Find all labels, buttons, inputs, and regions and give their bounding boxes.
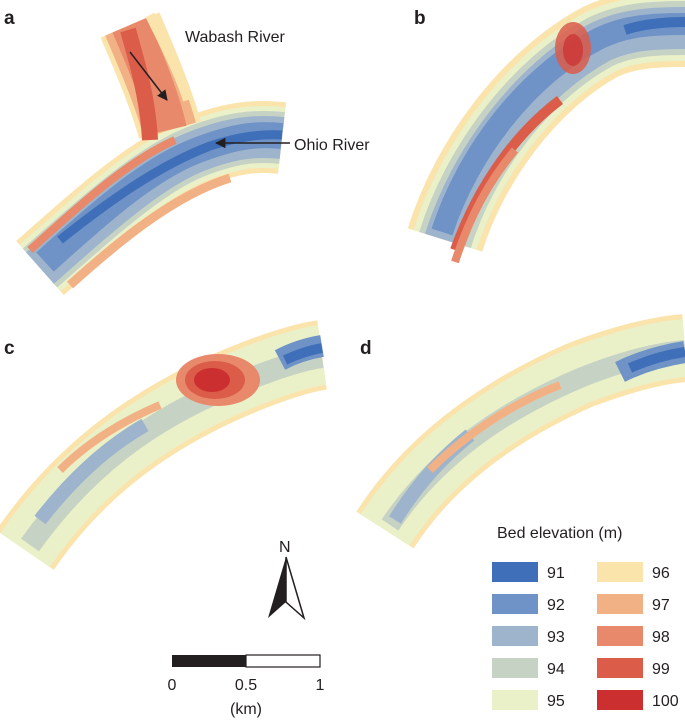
legend-swatch-98 — [597, 626, 643, 646]
legend-label-96: 96 — [652, 565, 670, 582]
panel-b: b — [407, 0, 685, 264]
legend-swatch-93 — [492, 626, 538, 646]
scale-tick-1: 1 — [316, 677, 325, 694]
panel-a-letter: a — [4, 8, 15, 29]
panel-a: a Wabash River Ohio River — [4, 8, 370, 295]
panel-c-letter: c — [4, 338, 15, 359]
legend-swatch-100 — [597, 690, 643, 710]
panel-a-ohio-channel — [16, 100, 286, 295]
legend-swatch-96 — [597, 562, 643, 582]
scale-tick-half: 0.5 — [235, 677, 257, 694]
legend-swatch-91 — [492, 562, 538, 582]
panel-d-letter: d — [360, 338, 372, 359]
scale-bar: 0 0.5 1 (km) — [168, 654, 325, 718]
ohio-river-label: Ohio River — [294, 137, 370, 154]
legend-label-95: 95 — [547, 693, 565, 710]
legend-swatch-99 — [597, 658, 643, 678]
panel-a-wabash-channel — [100, 12, 201, 141]
north-arrow-icon — [268, 557, 286, 618]
legend-label-100: 100 — [652, 693, 679, 710]
legend-swatch-95 — [492, 690, 538, 710]
legend-label-99: 99 — [652, 661, 670, 678]
legend-label-91: 91 — [547, 565, 565, 582]
scale-unit: (km) — [230, 701, 262, 718]
panel-c: c — [0, 320, 328, 571]
legend-swatch-97 — [597, 594, 643, 614]
legend: Bed elevation (m) 91 92 93 94 95 96 97 98 99 100 — [492, 525, 679, 710]
north-arrow: N — [268, 539, 306, 621]
panel-b-letter: b — [414, 8, 426, 29]
panel-d: d — [356, 314, 685, 549]
wabash-river-label: Wabash River — [185, 29, 286, 46]
legend-label-92: 92 — [547, 597, 565, 614]
legend-swatch-94 — [492, 658, 538, 678]
north-arrow-label: N — [279, 539, 291, 556]
scale-tick-0: 0 — [168, 677, 177, 694]
legend-swatch-92 — [492, 594, 538, 614]
legend-label-93: 93 — [547, 629, 565, 646]
legend-title: Bed elevation (m) — [497, 525, 622, 542]
legend-label-97: 97 — [652, 597, 670, 614]
legend-label-98: 98 — [652, 629, 670, 646]
legend-label-94: 94 — [547, 661, 565, 678]
wabash-flow-arrow — [129, 51, 168, 101]
